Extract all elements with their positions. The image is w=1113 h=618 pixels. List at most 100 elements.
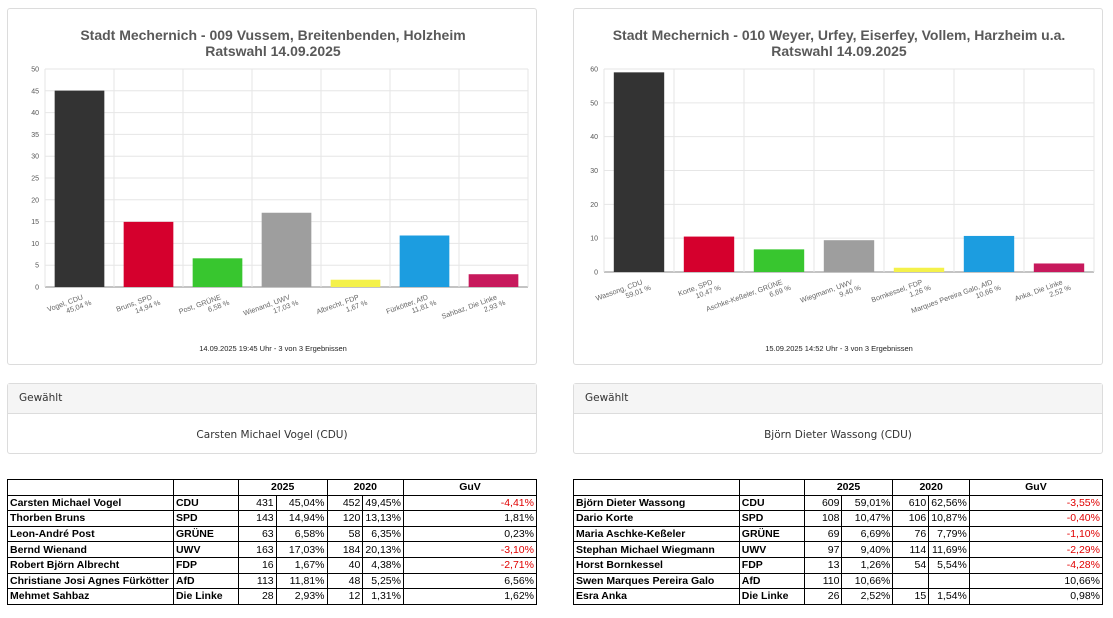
candidate-name: Stephan Michael Wiegmann [573,541,740,558]
votes-2025: 16 [237,556,277,574]
bar [399,235,450,287]
header-year-2020: 2020 [892,479,970,496]
elected-header: Gewählt [574,384,1102,414]
bar [330,279,381,287]
table-row: Thorben Bruns SPD 143 14,94% 120 13,13% 1,81% [7,510,538,527]
party-name: CDU [738,494,805,512]
table-row: Mehmet Sahbaz Die Linke 28 2,93% 12 1,31% 1,62… [7,588,538,605]
y-tick-label: 30 [31,154,39,161]
table-row: Esra Anka Die Linke 26 2,52% 15 1,54% 0,98% [573,588,1104,605]
votes-2020: 48 [326,572,364,590]
percent-2020: 20,13% [362,541,404,558]
bar [753,249,805,272]
y-tick-label: 15 [31,219,39,226]
percent-2020: 49,45% [362,494,404,512]
guv-change: 10,66% [968,572,1104,590]
bar [54,90,105,287]
votes-2020: 76 [892,525,930,543]
bar [613,72,665,272]
table-row: Horst Bornkessel FDP 13 1,26% 54 5,54% -4,28% [573,556,1104,574]
bar [683,236,735,272]
guv-change: -2,29% [968,541,1104,558]
y-tick-label: 20 [31,197,39,204]
votes-2025: 26 [803,588,843,605]
votes-2020: 610 [892,494,930,512]
votes-2025: 163 [237,541,277,558]
percent-2025: 10,66% [841,572,894,590]
y-tick-label: 40 [31,110,39,117]
y-tick-label: 5 [35,263,39,270]
header-guv: GuV [968,479,1104,496]
party-name: GRÜNE [738,525,805,543]
votes-2020: 58 [326,525,364,543]
votes-2025: 97 [803,541,843,558]
y-tick-label: 45 [31,88,39,95]
chart-subtitle: Ratswahl 14.09.2025 [205,43,341,59]
percent-2020: 5,54% [928,556,970,574]
chart-footnote: 15.09.2025 14:52 Uhr - 3 von 3 Ergebniss… [765,344,913,353]
candidate-name: Maria Aschke-Keßeler [573,525,740,543]
party-name: Die Linke [172,588,239,605]
y-tick-label: 60 [590,67,598,74]
votes-2025: 28 [237,588,277,605]
elected-card: Gewählt Carsten Michael Vogel (CDU) [7,383,537,454]
y-tick-label: 30 [590,168,598,175]
candidate-name: Björn Dieter Wassong [573,494,740,512]
guv-change: -2,71% [402,556,538,574]
percent-2025: 6,69% [841,525,894,543]
guv-change: -1,10% [968,525,1104,543]
guv-change: -4,41% [402,494,538,512]
percent-2020: 5,25% [362,572,404,590]
guv-change: -3,10% [402,541,538,558]
candidate-name: Leon-André Post [7,525,174,543]
elected-name: Carsten Michael Vogel (CDU) [196,429,348,441]
header-cell-empty [573,479,740,496]
votes-2025: 609 [803,494,843,512]
votes-2025: 110 [803,572,843,590]
y-tick-label: 0 [35,285,39,292]
votes-2020: 114 [892,541,930,558]
votes-2020: 40 [326,556,364,574]
candidate-name: Carsten Michael Vogel [7,494,174,512]
header-cell-empty [172,479,239,496]
y-tick-label: 35 [31,132,39,139]
percent-2020: 7,79% [928,525,970,543]
votes-2025: 13 [803,556,843,574]
guv-change: 0,98% [968,588,1104,605]
header-cell-empty [738,479,805,496]
percent-2020 [928,572,970,590]
candidate-name: Esra Anka [573,588,740,605]
y-tick-label: 10 [31,241,39,248]
y-tick-label: 25 [31,176,39,183]
bar-chart: Stadt Mechernich - 009 Vussem, Breitenbe… [31,27,529,353]
party-name: SPD [738,510,805,527]
percent-2020: 6,35% [362,525,404,543]
table-header-row: 2025 2020 GuV [7,479,538,496]
party-name: FDP [172,556,239,574]
bar [261,212,312,287]
results-table: 2025 2020 GuV Carsten Michael Vogel CDU 431 45… [7,479,538,605]
candidate-name: Christiane Josi Agnes Fürkötter [7,572,174,590]
elected-card: Gewählt Björn Dieter Wassong (CDU) [573,383,1103,454]
party-name: AfD [738,572,805,590]
chart-footnote: 14.09.2025 19:45 Uhr - 3 von 3 Ergebniss… [199,344,347,353]
table-row: Robert Björn Albrecht FDP 16 1,67% 40 4,38% -2… [7,556,538,574]
votes-2025: 108 [803,510,843,527]
votes-2020: 12 [326,588,364,605]
y-tick-label: 10 [590,236,598,243]
bar [192,258,243,287]
header-year-2025: 2025 [803,479,894,496]
party-name: UWV [172,541,239,558]
percent-2020: 13,13% [362,510,404,527]
elected-name: Björn Dieter Wassong (CDU) [764,429,912,441]
y-tick-label: 50 [31,67,39,74]
bar [893,267,945,272]
party-name: AfD [172,572,239,590]
percent-2025: 1,67% [275,556,328,574]
percent-2025: 59,01% [841,494,894,512]
